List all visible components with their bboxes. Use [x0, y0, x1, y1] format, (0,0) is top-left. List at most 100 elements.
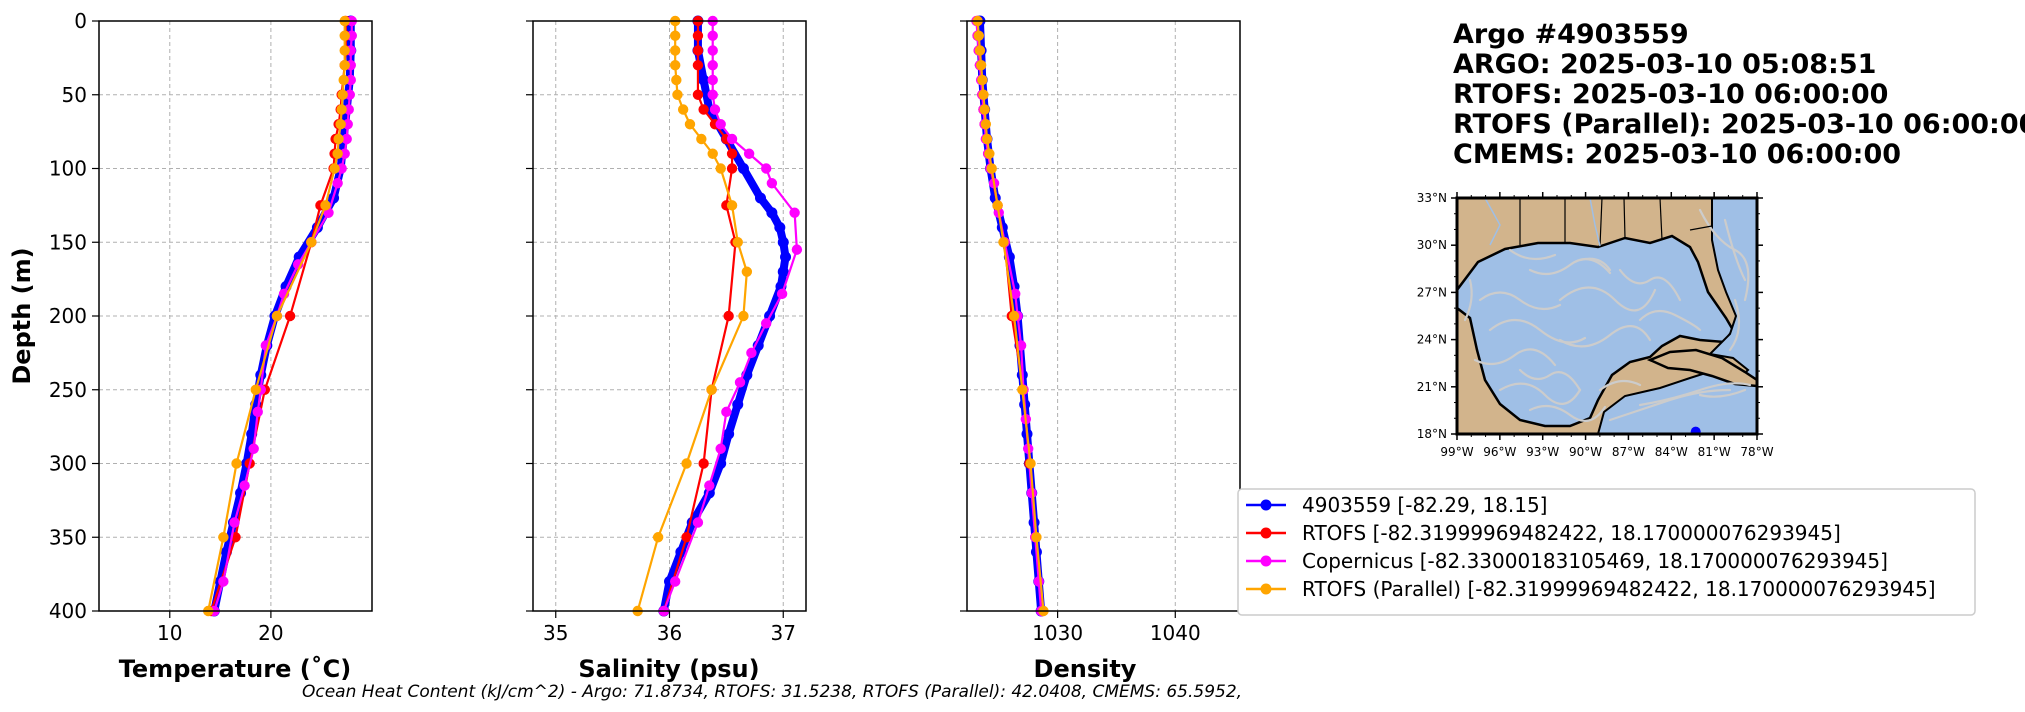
salinity-series-3-point-5: [672, 89, 683, 100]
salinity-xtick-label-0: 35: [543, 621, 568, 645]
salinity-series-1-point-9: [726, 163, 738, 174]
streamline-19: [1518, 368, 1582, 392]
salinity-series-3-point-3: [669, 60, 681, 71]
map-lon-label-7: 78°W: [1740, 445, 1773, 459]
density-panel: 1030 1040 Density: [960, 15, 1241, 683]
density-series-3-point-16: [1031, 532, 1042, 543]
streamline-10: [1598, 379, 1642, 392]
map-lon-label-5: 84°W: [1655, 445, 1688, 459]
salinity-series-1-point-4: [692, 89, 704, 100]
temperature-series-3-point-1: [339, 30, 350, 41]
temperature-xlabel: Temperature (˚C): [119, 655, 352, 683]
salinity-series-1-point-1: [692, 30, 704, 41]
salinity-series-3-point-8: [696, 133, 707, 145]
streamline-12: [1698, 208, 1750, 302]
streamline-11: [1508, 248, 1557, 261]
salinity-xlabel: Salinity (psu): [578, 655, 759, 683]
salinity-series-2-point-14: [776, 288, 788, 300]
map-lat-label-1: 30°N: [1417, 238, 1447, 252]
streamline-0: [1478, 291, 1562, 311]
density-series-3-point-14: [1017, 384, 1028, 395]
salinity-series-3-point-10: [715, 163, 726, 174]
state-borders: [1519, 198, 1713, 247]
salinity-series-0-point-17: [723, 428, 735, 440]
legend-label-0: 4903559 [-82.29, 18.15]: [1302, 493, 1547, 517]
salinity-series-2-point-3: [707, 60, 718, 71]
map-longitude-labels: 99°W 96°W 93°W 90°W 87°W 84°W 81°W 78°W: [1440, 445, 1773, 459]
salinity-series-1-point-3: [692, 60, 704, 71]
temperature-ytick-label-5: 250: [49, 378, 87, 402]
streamline-4: [1528, 257, 1612, 276]
ocean-heat-content-footer: Ocean Heat Content (kJ/cm^2) - Argo: 71.…: [302, 682, 1242, 702]
streamline-17: [1698, 388, 1747, 398]
salinity-series-3-point-14: [738, 310, 749, 322]
map-lon-label-0: 99°W: [1440, 445, 1473, 459]
temperature-series-3-point-6: [336, 104, 347, 115]
temperature-panel: 10 20 0 50 100 150 200 250 300 350 400 Temperatur…: [8, 9, 373, 683]
salinity-series-1-point-2: [692, 45, 704, 56]
salinity-series-3-point-9: [707, 148, 718, 159]
salinity-series-2-point-8: [726, 133, 738, 145]
salinity-series-2-point-4: [707, 74, 718, 86]
temperature-ytick-label-1: 50: [62, 83, 87, 107]
streamline-5: [1558, 286, 1657, 312]
salinity-series-1-point-12: [723, 310, 734, 322]
salinity-series-2-point-20: [704, 480, 715, 491]
streamline-6: [1558, 325, 1652, 348]
temperature-series-2-point-21: [239, 480, 250, 491]
map-frame: [1455, 196, 1759, 436]
temperature-series-1-point-12: [284, 310, 296, 322]
salinity-series-2-point-21: [692, 517, 704, 528]
streamline-16: [1638, 382, 1752, 407]
map-lon-label-4: 87°W: [1612, 445, 1645, 459]
salinity-series-0-point-16: [732, 399, 744, 410]
salinity-series-0-point-7: [766, 207, 778, 219]
salinity-series-2-point-7: [715, 119, 726, 130]
map-lat-label-4: 21°N: [1417, 380, 1447, 394]
density-series-3-point-8: [981, 133, 993, 145]
title-line-argo-id: Argo #4903559: [1453, 19, 1689, 50]
density-series-3-point-13: [1008, 310, 1020, 322]
map-lon-label-6: 81°W: [1698, 445, 1731, 459]
salinity-series-0-point-11: [777, 266, 789, 278]
salinity-series-0-point-2: [698, 74, 710, 86]
salinity-series-1-point-8: [726, 148, 738, 159]
streamline-14: [1728, 298, 1741, 352]
legend-box: [1237, 488, 1976, 616]
temperature-ytick-label-2: 100: [49, 157, 87, 181]
streamline-9: [1638, 309, 1702, 332]
density-series-2-point-22: [1033, 576, 1044, 587]
salinity-series-3-point-16: [681, 458, 692, 469]
salinity-series-2-point-9: [743, 148, 755, 159]
cuba-land: [1646, 348, 1757, 388]
temperature-series-3-point-10: [329, 163, 340, 174]
salinity-series-2-point-13: [791, 244, 803, 255]
density-series-3-point-10: [986, 163, 997, 174]
streamline-20: [1578, 257, 1612, 272]
temperature-series-2-point-11: [332, 178, 343, 189]
salinity-series-3-point-12: [732, 237, 743, 248]
gulf-of-mexico-water: [1457, 234, 1735, 428]
temperature-series-2-point-19: [252, 406, 263, 418]
temperature-ytick-label-8: 400: [49, 599, 87, 623]
density-xtick-label-1: 1040: [1150, 621, 1201, 645]
temperature-series-3-point-4: [338, 74, 349, 86]
density-series-3-point-1: [973, 30, 984, 41]
salinity-series-2-point-15: [760, 318, 772, 329]
legend-marker-3: [1260, 583, 1272, 595]
salinity-series-3-point-2: [669, 45, 681, 56]
temperature-series-3-point-8: [333, 133, 344, 145]
salinity-series-3-point-17: [652, 532, 664, 543]
temperature-series-2-point-20: [248, 443, 259, 454]
temperature-ytick-label-3: 150: [49, 230, 87, 254]
streamline-1: [1488, 318, 1587, 344]
salinity-series-2-point-18: [721, 406, 732, 418]
salinity-series-2-point-6: [709, 104, 721, 115]
temperature-series-3-point-14: [250, 384, 261, 395]
current-streamlines: [1463, 208, 1752, 423]
salinity-series-2-point-1: [707, 30, 718, 41]
temperature-xtick-label-1: 20: [258, 621, 283, 645]
density-series-3-point-5: [978, 89, 989, 100]
salinity-series-0-point-10: [780, 251, 792, 263]
